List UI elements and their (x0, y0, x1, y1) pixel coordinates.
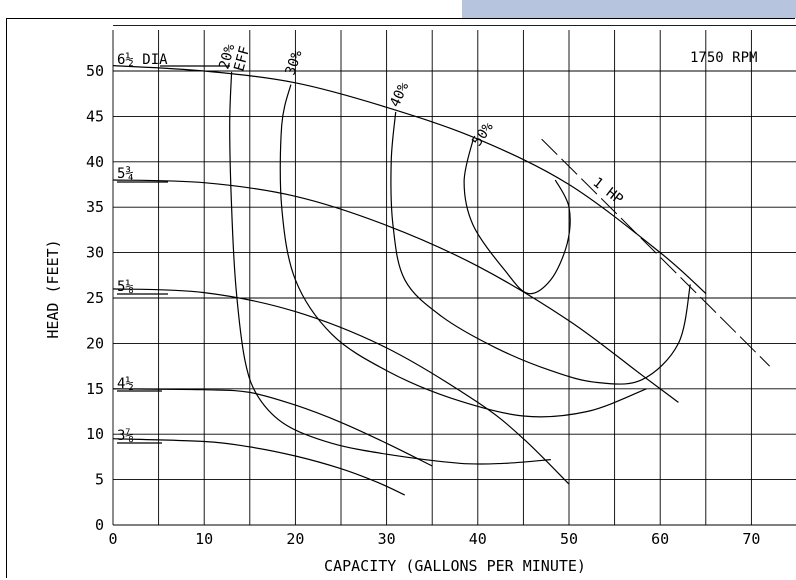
efficiency-curve-3 (463, 138, 571, 295)
impeller-curve-3 (112, 388, 433, 467)
y-tick-label: 0 (95, 516, 104, 534)
efficiency-curve-0 (229, 71, 551, 465)
window-accent-bar (462, 0, 796, 18)
x-tick-label: 10 (195, 530, 213, 548)
eff-label-20: 20% (216, 42, 238, 71)
y-tick-label: 40 (86, 153, 104, 171)
x-axis-label: CAPACITY (GALLONS PER MINUTE) (324, 557, 586, 575)
y-tick-label: 15 (86, 380, 104, 398)
eff-label-30: 30% (283, 48, 306, 78)
diameter-label-3-875: 3⅞ (117, 428, 134, 444)
y-tick-label: 35 (86, 198, 104, 216)
diameter-label-5-75: 5¾ (117, 166, 134, 182)
impeller-curve-4 (112, 438, 406, 496)
chart-frame (6, 18, 795, 578)
diameter-label-6-5: 6½ DIA (117, 52, 168, 68)
efficiency-curve-2 (390, 111, 691, 385)
curve-labels: 6½ DIA 5¾ 5⅛ 4½ 3⅞ 1750 RPM 20% EFF 30% … (44, 42, 757, 575)
y-tick-label: 20 (86, 334, 104, 352)
diameter-label-5-125: 5⅛ (117, 279, 134, 295)
eff-label-40: 40% (387, 79, 412, 109)
y-axis-label: HEAD (FEET) (44, 239, 62, 338)
impeller-curve-0 (112, 65, 707, 294)
power-line-0 (541, 138, 770, 367)
x-tick-label: 40 (469, 530, 487, 548)
x-tick-labels: 0 10 20 30 40 50 60 70 (108, 530, 760, 548)
y-tick-labels: 0 5 10 15 20 25 30 35 40 45 50 (86, 62, 104, 534)
eff-label-50: 50% (469, 119, 497, 149)
x-tick-label: 50 (560, 530, 578, 548)
speed-label: 1750 RPM (690, 50, 757, 66)
x-tick-label: 0 (108, 530, 117, 548)
y-tick-label: 45 (86, 107, 104, 125)
y-tick-label: 10 (86, 425, 104, 443)
efficiency-curve-1 (279, 84, 647, 418)
x-tick-label: 60 (651, 530, 669, 548)
x-tick-label: 70 (742, 530, 760, 548)
x-tick-label: 30 (378, 530, 396, 548)
y-tick-label: 30 (86, 244, 104, 262)
x-tick-label: 20 (286, 530, 304, 548)
performance-curves (112, 65, 770, 496)
grid-lines (112, 25, 796, 526)
diameter-label-4-5: 4½ (117, 376, 134, 392)
eff-label-eff: EFF (231, 44, 253, 73)
y-tick-label: 50 (86, 62, 104, 80)
y-tick-label: 25 (86, 289, 104, 307)
impeller-curve-1 (112, 179, 679, 403)
impeller-curve-2 (112, 288, 570, 485)
y-tick-label: 5 (95, 471, 104, 489)
